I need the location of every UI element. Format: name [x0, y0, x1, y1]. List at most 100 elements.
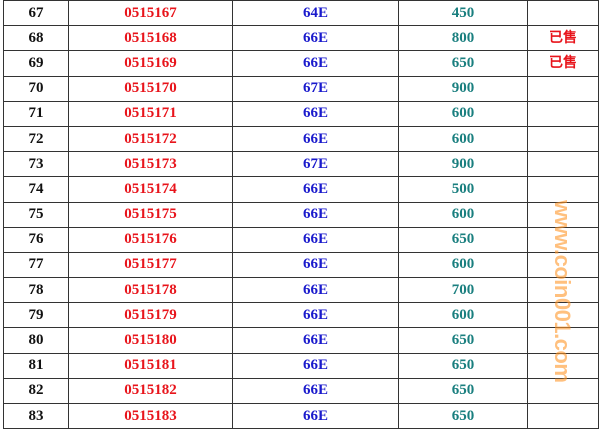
row-number-cell: 73 — [3, 151, 69, 178]
row-number-cell: 68 — [3, 25, 69, 52]
sold-status-cell — [527, 277, 599, 304]
table-row: 76 0515176 66E 650 — [3, 226, 599, 253]
serial-number-cell: 0515172 — [68, 125, 233, 153]
table-row: 79 0515179 66E 600 — [3, 302, 599, 329]
sold-status-cell — [527, 251, 599, 279]
sold-status-cell — [527, 75, 599, 102]
serial-number-cell: 0515170 — [68, 75, 233, 102]
table-row: 73 0515173 67E 900 — [3, 151, 599, 178]
sold-status-cell — [527, 226, 599, 253]
banknote-listing-table: 67 0515167 64E 450 68 0515168 66E 800 已售 69 051516… — [3, 0, 599, 430]
table-row: 80 0515180 66E 650 — [3, 327, 599, 354]
grade-cell: 66E — [232, 125, 399, 153]
grade-cell: 66E — [232, 302, 399, 329]
serial-number-cell: 0515176 — [68, 226, 233, 253]
serial-number-cell: 0515173 — [68, 151, 233, 178]
table-row: 75 0515175 66E 600 — [3, 201, 599, 228]
grade-cell: 66E — [232, 100, 399, 127]
grade-cell: 66E — [232, 50, 399, 77]
table-row: 68 0515168 66E 800 已售 — [3, 25, 599, 52]
grade-cell: 64E — [232, 0, 399, 27]
sold-status-cell — [527, 100, 599, 127]
price-cell: 600 — [398, 100, 528, 127]
grade-cell: 66E — [232, 277, 399, 304]
serial-number-cell: 0515179 — [68, 302, 233, 329]
serial-number-cell: 0515169 — [68, 50, 233, 77]
price-cell: 800 — [398, 25, 528, 52]
price-cell: 600 — [398, 251, 528, 279]
serial-number-cell: 0515177 — [68, 251, 233, 279]
serial-number-cell: 0515175 — [68, 201, 233, 228]
grade-cell: 66E — [232, 226, 399, 253]
sold-status-cell — [527, 352, 599, 379]
serial-number-cell: 0515171 — [68, 100, 233, 127]
row-number-cell: 83 — [3, 402, 69, 430]
sold-status-cell — [527, 0, 599, 27]
price-cell: 650 — [398, 352, 528, 379]
price-cell: 600 — [398, 302, 528, 329]
serial-number-cell: 0515167 — [68, 0, 233, 27]
sold-status-cell — [527, 201, 599, 228]
grade-cell: 66E — [232, 251, 399, 279]
sold-status-cell — [527, 151, 599, 178]
table-row: 81 0515181 66E 650 — [3, 352, 599, 379]
price-cell: 650 — [398, 50, 528, 77]
row-number-cell: 82 — [3, 377, 69, 405]
table-row: 69 0515169 66E 650 已售 — [3, 50, 599, 77]
grade-cell: 66E — [232, 402, 399, 430]
grade-cell: 66E — [232, 377, 399, 405]
row-number-cell: 71 — [3, 100, 69, 127]
price-cell: 900 — [398, 151, 528, 178]
grade-cell: 66E — [232, 201, 399, 228]
grade-cell: 67E — [232, 151, 399, 178]
serial-number-cell: 0515180 — [68, 327, 233, 354]
serial-number-cell: 0515174 — [68, 176, 233, 203]
table-row: 83 0515183 66E 650 — [3, 402, 599, 430]
row-number-cell: 77 — [3, 251, 69, 279]
price-cell: 650 — [398, 377, 528, 405]
grade-cell: 66E — [232, 25, 399, 52]
table-row: 74 0515174 66E 500 — [3, 176, 599, 203]
row-number-cell: 67 — [3, 0, 69, 27]
table-body: 67 0515167 64E 450 68 0515168 66E 800 已售 69 051516… — [3, 0, 599, 430]
serial-number-cell: 0515182 — [68, 377, 233, 405]
sold-status-cell — [527, 176, 599, 203]
table-row: 67 0515167 64E 450 — [3, 0, 599, 27]
row-number-cell: 76 — [3, 226, 69, 253]
sold-status-cell — [527, 125, 599, 153]
price-cell: 500 — [398, 176, 528, 203]
sold-status-cell: 已售 — [527, 50, 599, 77]
row-number-cell: 81 — [3, 352, 69, 379]
grade-cell: 66E — [232, 327, 399, 354]
table-row: 70 0515170 67E 900 — [3, 75, 599, 102]
sold-status-cell — [527, 377, 599, 405]
price-cell: 900 — [398, 75, 528, 102]
grade-cell: 67E — [232, 75, 399, 102]
row-number-cell: 78 — [3, 277, 69, 304]
sold-status-cell — [527, 327, 599, 354]
row-number-cell: 69 — [3, 50, 69, 77]
price-cell: 650 — [398, 402, 528, 430]
price-cell: 600 — [398, 125, 528, 153]
serial-number-cell: 0515183 — [68, 402, 233, 430]
row-number-cell: 72 — [3, 125, 69, 153]
grade-cell: 66E — [232, 176, 399, 203]
table-row: 78 0515178 66E 700 — [3, 277, 599, 304]
sold-status-cell: 已售 — [527, 25, 599, 52]
price-cell: 700 — [398, 277, 528, 304]
serial-number-cell: 0515178 — [68, 277, 233, 304]
sold-status-cell — [527, 302, 599, 329]
row-number-cell: 75 — [3, 201, 69, 228]
row-number-cell: 80 — [3, 327, 69, 354]
price-cell: 450 — [398, 0, 528, 27]
serial-number-cell: 0515181 — [68, 352, 233, 379]
table-row: 72 0515172 66E 600 — [3, 125, 599, 153]
table-row: 82 0515182 66E 650 — [3, 377, 599, 405]
price-cell: 600 — [398, 201, 528, 228]
grade-cell: 66E — [232, 352, 399, 379]
price-cell: 650 — [398, 226, 528, 253]
row-number-cell: 70 — [3, 75, 69, 102]
table-row: 77 0515177 66E 600 — [3, 251, 599, 279]
sold-status-cell — [527, 402, 599, 430]
row-number-cell: 79 — [3, 302, 69, 329]
